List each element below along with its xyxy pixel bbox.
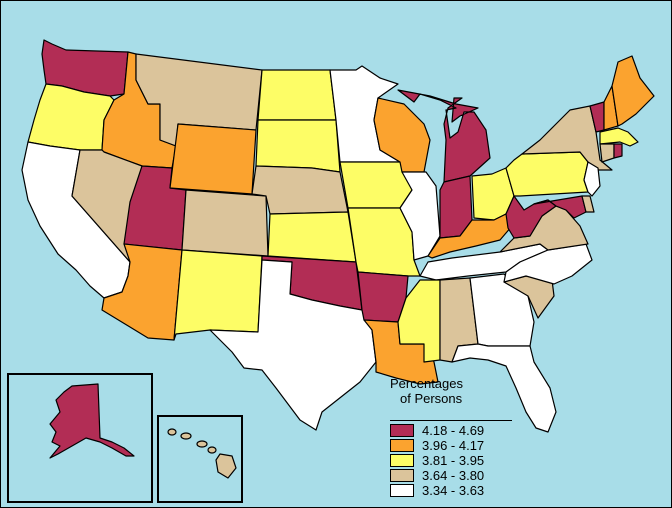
state-wy [169, 123, 257, 195]
state-fl [451, 343, 557, 433]
legend: Percentages of Persons 4.18 - 4.69 3.96 … [388, 376, 518, 500]
state-ms [397, 279, 441, 363]
state-de [581, 195, 595, 213]
legend-label: 3.96 - 4.17 [422, 438, 485, 453]
legend-swatch [390, 424, 414, 437]
state-me [611, 55, 655, 127]
legend-divider [390, 420, 512, 421]
state-ct [599, 143, 615, 163]
state-ri [613, 143, 623, 159]
state-co [181, 189, 269, 257]
legend-item: 4.18 - 4.69 [390, 423, 484, 438]
legend-item: 3.81 - 3.95 [390, 453, 484, 468]
legend-swatch [390, 439, 414, 452]
state-il [399, 171, 441, 261]
state-ny [521, 105, 613, 171]
legend-swatch [390, 484, 414, 497]
state-hi [167, 428, 237, 479]
legend-label: 3.34 - 3.63 [422, 483, 485, 498]
state-nj [583, 161, 601, 197]
legend-swatch [390, 454, 414, 467]
state-nm [173, 249, 263, 341]
legend-item: 3.96 - 4.17 [390, 438, 484, 453]
legend-label: 3.81 - 3.95 [422, 453, 485, 468]
state-ks [267, 211, 357, 263]
state-nd [257, 69, 337, 121]
state-sd [255, 119, 341, 173]
legend-swatch [390, 469, 414, 482]
state-pa [505, 151, 589, 197]
state-tx [209, 259, 377, 431]
legend-item: 3.64 - 3.80 [390, 468, 484, 483]
legend-item: 3.34 - 3.63 [390, 483, 484, 498]
state-nc [503, 243, 593, 285]
legend-label: 4.18 - 4.69 [422, 423, 485, 438]
legend-title: Percentages of Persons [390, 376, 463, 406]
legend-label: 3.64 - 3.80 [422, 468, 485, 483]
state-ma [599, 127, 639, 147]
state-ak [49, 383, 135, 459]
